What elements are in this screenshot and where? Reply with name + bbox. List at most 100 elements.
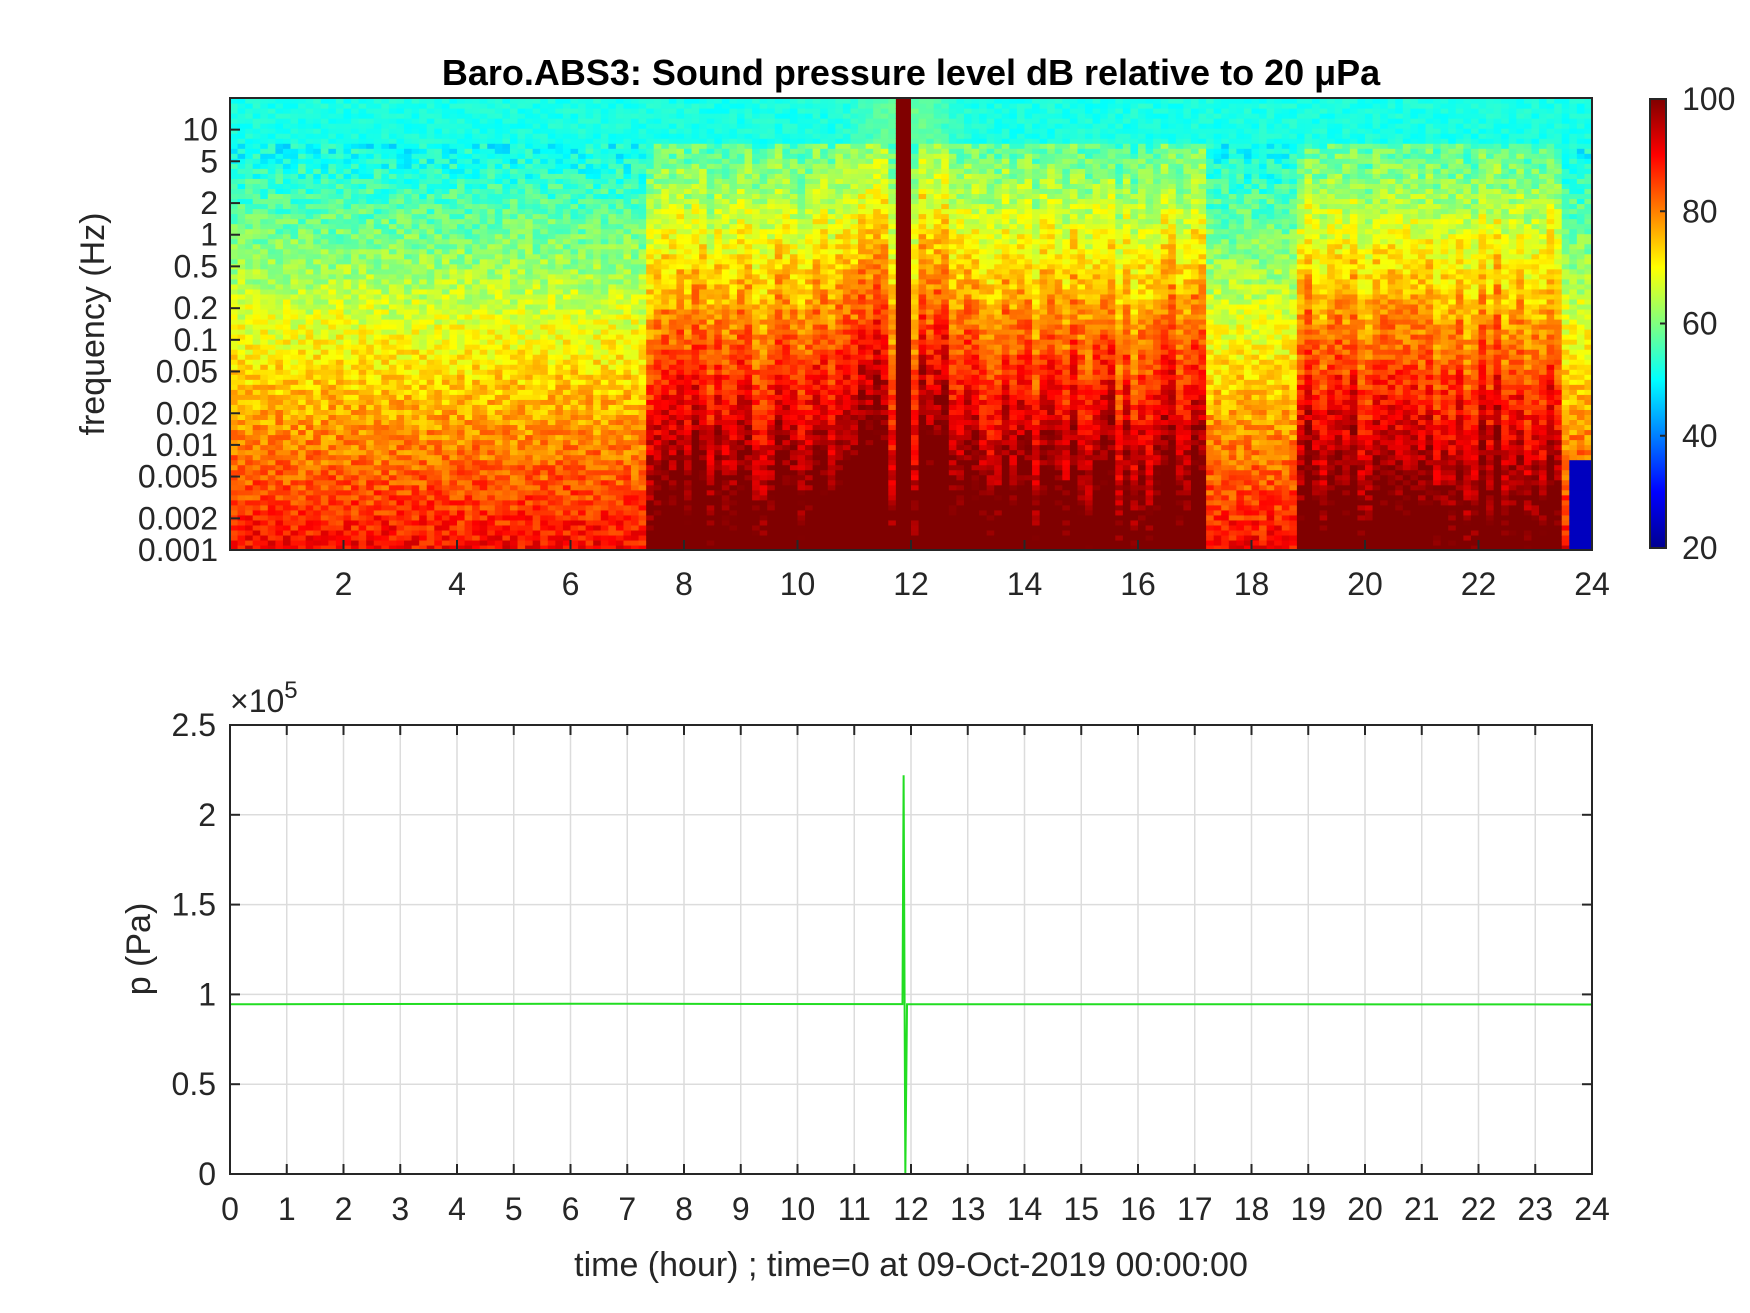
heatmap-cell bbox=[502, 509, 511, 516]
heatmap-cell bbox=[404, 439, 413, 446]
heatmap-cell bbox=[230, 494, 239, 501]
heatmap-cell bbox=[608, 379, 617, 385]
heatmap-cell bbox=[457, 113, 466, 119]
heatmap-cell bbox=[434, 494, 443, 501]
heatmap-cell bbox=[517, 534, 526, 541]
heatmap-cell bbox=[328, 308, 337, 315]
heatmap-cell bbox=[646, 374, 655, 380]
heatmap-cell bbox=[547, 359, 556, 365]
heatmap-cell bbox=[562, 203, 572, 210]
heatmap-cell bbox=[434, 464, 443, 471]
heatmap-cell bbox=[290, 218, 299, 225]
heatmap-cell bbox=[479, 318, 488, 325]
heatmap-cell bbox=[638, 318, 647, 325]
heatmap-cell bbox=[426, 183, 435, 189]
heatmap-cell bbox=[494, 499, 503, 506]
heatmap-cell bbox=[366, 113, 375, 119]
heatmap-cell bbox=[441, 218, 451, 225]
heatmap-cell bbox=[532, 263, 541, 270]
heatmap-cell bbox=[320, 359, 329, 365]
heatmap-cell bbox=[267, 203, 276, 210]
heatmap-cell bbox=[578, 303, 587, 310]
heatmap-cell bbox=[230, 183, 239, 189]
heatmap-cell bbox=[230, 233, 239, 240]
heatmap-cell bbox=[555, 123, 564, 129]
heatmap-cell bbox=[585, 474, 594, 481]
heatmap-cell bbox=[464, 339, 473, 345]
heatmap-cell bbox=[555, 213, 564, 220]
heatmap-cell bbox=[472, 113, 481, 119]
heatmap-cell bbox=[638, 108, 647, 114]
heatmap-cell bbox=[298, 514, 307, 521]
heatmap-cell bbox=[578, 509, 587, 516]
heatmap-cell bbox=[404, 534, 413, 541]
heatmap-cell bbox=[373, 519, 382, 526]
heatmap-cell bbox=[267, 544, 276, 550]
heatmap-cell bbox=[555, 414, 564, 421]
heatmap-cell bbox=[388, 514, 398, 521]
heatmap-cell bbox=[351, 514, 360, 521]
heatmap-cell bbox=[646, 329, 655, 335]
heatmap-cell bbox=[426, 248, 435, 255]
heatmap-cell bbox=[517, 163, 526, 169]
heatmap-cell bbox=[351, 414, 360, 421]
heatmap-cell bbox=[487, 143, 496, 149]
heatmap-cell bbox=[388, 308, 398, 315]
heatmap-cell bbox=[585, 123, 594, 129]
heatmap-cell bbox=[426, 379, 435, 385]
heatmap-cell bbox=[517, 444, 526, 451]
heatmap-cell bbox=[426, 158, 435, 164]
heatmap-cell bbox=[547, 188, 556, 195]
heatmap-cell bbox=[479, 138, 488, 144]
heatmap-cell bbox=[547, 208, 556, 215]
heatmap-cell bbox=[578, 163, 587, 169]
heatmap-cell bbox=[245, 238, 254, 245]
heatmap-cell bbox=[305, 258, 314, 265]
heatmap-cell bbox=[267, 354, 276, 360]
heatmap-cell bbox=[570, 113, 579, 119]
heatmap-cell bbox=[517, 539, 526, 546]
heatmap-cell bbox=[532, 98, 541, 104]
heatmap-cell bbox=[351, 404, 360, 410]
heatmap-cell bbox=[494, 123, 503, 129]
heatmap-cell bbox=[282, 168, 292, 174]
heatmap-cell bbox=[252, 454, 261, 461]
heatmap-cell bbox=[449, 414, 458, 421]
heatmap-cell bbox=[426, 514, 435, 521]
heatmap-cell bbox=[419, 529, 428, 536]
heatmap-cell bbox=[230, 324, 239, 330]
heatmap-cell bbox=[282, 98, 292, 104]
heatmap-cell bbox=[494, 514, 503, 521]
heatmap-cell bbox=[585, 359, 594, 365]
heatmap-cell bbox=[313, 429, 322, 436]
heatmap-cell bbox=[540, 198, 549, 205]
heatmap-cell bbox=[298, 143, 307, 149]
heatmap-cell bbox=[245, 198, 254, 205]
heatmap-cell bbox=[320, 519, 329, 526]
heatmap-cell bbox=[638, 384, 647, 390]
heatmap-cell bbox=[282, 394, 292, 400]
heatmap-cell bbox=[623, 354, 632, 360]
heatmap-cell bbox=[267, 303, 276, 310]
heatmap-cell bbox=[615, 103, 625, 109]
heatmap-cell bbox=[547, 434, 556, 441]
heatmap-cell bbox=[290, 198, 299, 205]
heatmap-cell bbox=[404, 354, 413, 360]
heatmap-cell bbox=[396, 143, 405, 149]
heatmap-cell bbox=[358, 218, 367, 225]
heatmap-cell bbox=[260, 364, 269, 370]
heatmap-cell bbox=[578, 243, 587, 250]
heatmap-cell bbox=[245, 544, 254, 550]
heatmap-cell bbox=[373, 228, 382, 235]
heatmap-cell bbox=[298, 424, 307, 431]
heatmap-cell bbox=[245, 394, 254, 400]
heatmap-cell bbox=[373, 339, 382, 345]
heatmap-cell bbox=[441, 384, 451, 390]
heatmap-cell bbox=[343, 308, 352, 315]
heatmap-cell bbox=[267, 278, 276, 285]
heatmap-cell bbox=[298, 469, 307, 476]
heatmap-cell bbox=[335, 278, 345, 285]
heatmap-cell bbox=[298, 168, 307, 174]
heatmap-cell bbox=[547, 248, 556, 255]
heatmap-cell bbox=[313, 534, 322, 541]
